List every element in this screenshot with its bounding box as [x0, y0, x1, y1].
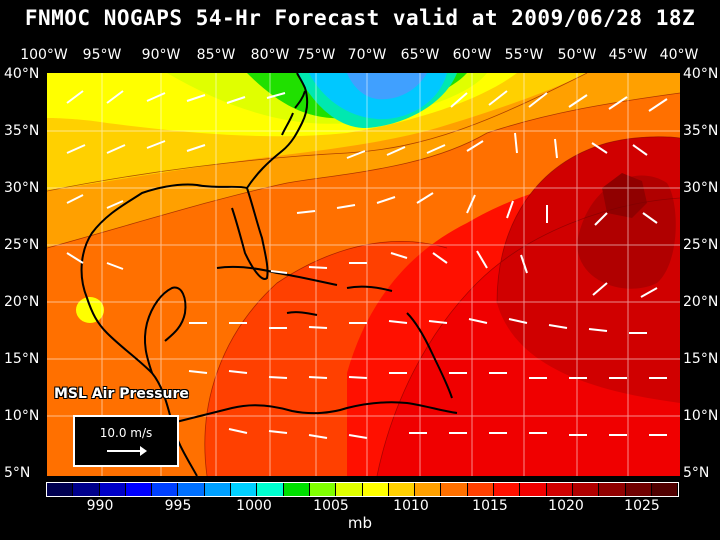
wind-scale-arrow-icon: [107, 446, 147, 456]
colorbar-swatch: [651, 483, 679, 496]
lon-label: 80°W: [250, 47, 290, 63]
lat-label: 5°N: [4, 465, 31, 481]
lat-label: 15°N: [683, 351, 719, 367]
lat-label: 40°N: [683, 66, 719, 82]
lat-label: 30°N: [4, 180, 40, 196]
lat-label: 15°N: [4, 351, 40, 367]
colorbar-label: 1005: [313, 498, 349, 514]
colorbar-swatch: [125, 483, 153, 496]
lon-label: 100°W: [20, 47, 68, 63]
colorbar: [46, 482, 679, 497]
pressure-zone-1008-pacific: [76, 297, 104, 323]
colorbar-swatch: [441, 483, 468, 496]
colorbar-swatch: [178, 483, 205, 496]
colorbar-swatch: [99, 483, 126, 496]
colorbar-swatch: [336, 483, 363, 496]
lon-label: 95°W: [82, 47, 122, 63]
colorbar-swatch: [599, 483, 626, 496]
colorbar-label: 1025: [624, 498, 660, 514]
colorbar-swatch: [47, 483, 74, 496]
lat-label: 30°N: [683, 180, 719, 196]
lat-label: 10°N: [683, 408, 719, 424]
lon-label: 75°W: [296, 47, 336, 63]
lon-label: 50°W: [557, 47, 597, 63]
lat-label: 20°N: [683, 294, 719, 310]
lat-label: 35°N: [4, 123, 40, 139]
colorbar-label: 1010: [393, 498, 429, 514]
colorbar-swatch: [362, 483, 389, 496]
wind-scale-box: 10.0 m/s: [73, 415, 179, 467]
map-title: FNMOC NOGAPS 54-Hr Forecast valid at 200…: [24, 6, 696, 30]
lon-label: 55°W: [504, 47, 544, 63]
colorbar-swatch: [309, 483, 337, 496]
lon-label: 45°W: [608, 47, 648, 63]
field-label: MSL Air Pressure: [54, 386, 189, 402]
colorbar-label: 1015: [472, 498, 508, 514]
colorbar-swatch: [415, 483, 442, 496]
colorbar-swatch: [283, 483, 310, 496]
coastlines: [80, 73, 458, 476]
lon-label: 70°W: [347, 47, 387, 63]
colorbar-label: 990: [86, 498, 114, 514]
isobars: [47, 73, 680, 476]
colorbar-swatch: [494, 483, 521, 496]
lon-label: 40°W: [659, 47, 699, 63]
lat-label: 5°N: [683, 465, 710, 481]
lon-label: 90°W: [141, 47, 181, 63]
pressure-field-svg: [47, 73, 680, 476]
pressure-zone-1022: [577, 175, 676, 289]
colorbar-swatch: [546, 483, 573, 496]
wind-scale-label: 10.0 m/s: [99, 426, 153, 440]
colorbar-swatch: [257, 483, 284, 496]
lon-label: 60°W: [452, 47, 492, 63]
colorbar-label: 995: [164, 498, 192, 514]
colorbar-swatch: [73, 483, 100, 496]
lat-label: 35°N: [683, 123, 719, 139]
colorbar-swatch: [204, 483, 232, 496]
lon-label: 85°W: [196, 47, 236, 63]
colorbar-swatch: [625, 483, 652, 496]
colorbar-swatch: [231, 483, 258, 496]
lat-label: 20°N: [4, 294, 40, 310]
colorbar-swatch: [520, 483, 547, 496]
lat-label: 40°N: [4, 66, 40, 82]
lon-label: 65°W: [400, 47, 440, 63]
lat-label: 25°N: [683, 237, 719, 253]
colorbar-swatch: [572, 483, 600, 496]
lat-label: 10°N: [4, 408, 40, 424]
pressure-map: [47, 73, 680, 476]
colorbar-label: 1020: [548, 498, 584, 514]
pressure-zone-1024: [602, 173, 647, 218]
wind-barbs: [66, 90, 668, 439]
colorbar-swatch: [467, 483, 495, 496]
colorbar-label: 1000: [236, 498, 272, 514]
lat-label: 25°N: [4, 237, 40, 253]
colorbar-unit: mb: [347, 514, 373, 532]
colorbar-swatch: [152, 483, 179, 496]
colorbar-swatch: [388, 483, 416, 496]
